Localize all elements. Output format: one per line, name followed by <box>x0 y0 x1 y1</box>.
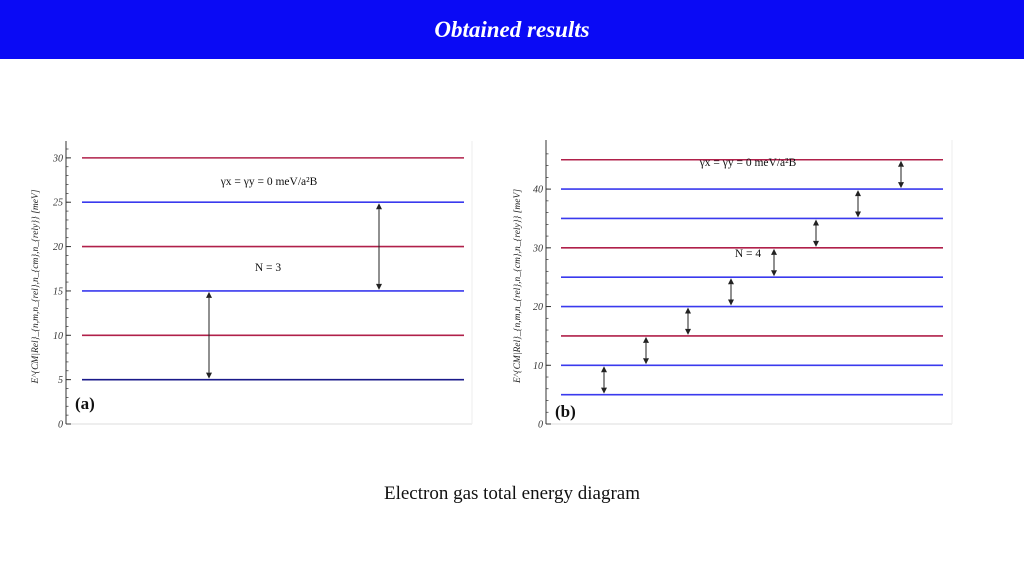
panel-b-gamma-annotation: γx = γy = 0 meV/a²B <box>699 157 797 169</box>
panel-b-arrowhead-down <box>728 299 734 306</box>
panel-b-arrowhead-down <box>898 182 904 189</box>
energy-diagram-a: 0 5 10 15 20 25 30 E^{CM|Rel}_{n,m,n_{rel},n_{c… <box>28 133 476 433</box>
panel-b-arrowhead-up <box>601 366 607 373</box>
panel-b-arrowhead-down <box>643 358 649 365</box>
panel-b-arrowhead-up <box>898 160 904 167</box>
panel-b-y-axis-label: E^{CM|Rel}_{n,m,n_{rel},n_{cm},n_{rely}}… <box>513 189 523 384</box>
panel-a-arrowhead-up <box>376 203 382 210</box>
panel-a-arrowhead-up <box>206 291 212 298</box>
panel-b-arrowhead-up <box>813 219 819 226</box>
panel-b-particle-number-label: N = 4 <box>735 248 762 260</box>
panel-b-arrowhead-down <box>813 240 819 247</box>
panel-b-y-tick-label: 10 <box>533 361 543 372</box>
panel-a-y-tick-label: 5 <box>58 375 63 386</box>
panel-b-arrowhead-up <box>685 307 691 314</box>
panel-a-y-tick-label: 20 <box>53 242 63 253</box>
panel-b-arrowhead-down <box>771 270 777 277</box>
panel-b-arrowhead-up <box>643 336 649 343</box>
panel-b-y-tick-label: 20 <box>533 302 543 313</box>
panel-a-y-axis-label: E^{CM|Rel}_{n,m,n_{rel},n_{cm},n_{rely}}… <box>31 189 41 384</box>
energy-diagram-b-plot: 0 10 20 30 40 E^{CM|Rel}_{n,m,n_{rel},n_{cm},… <box>513 140 953 431</box>
title-bar: Obtained results <box>0 0 1024 59</box>
figure-caption: Electron gas total energy diagram <box>383 483 641 504</box>
panel-b-arrowhead-down <box>855 211 861 218</box>
panel-a-y-tick-label: 30 <box>52 153 63 164</box>
panel-b-y-tick-label: 40 <box>533 185 543 196</box>
panel-a-y-tick-label: 10 <box>53 331 63 342</box>
energy-diagram-a-plot: 0 5 10 15 20 25 30 E^{CM|Rel}_{n,m,n_{rel},n_{c… <box>31 141 473 431</box>
panel-a-gamma-annotation: γx = γy = 0 meV/a²B <box>220 176 318 188</box>
panel-a-arrowhead-down <box>376 283 382 290</box>
panel-b-arrowhead-up <box>771 248 777 255</box>
energy-diagram-b: 0 10 20 30 40 E^{CM|Rel}_{n,m,n_{rel},n_{cm},… <box>510 133 956 433</box>
panel-b-arrowhead-up <box>728 278 734 285</box>
panel-b-arrowhead-down <box>601 387 607 394</box>
panel-b-y-tick-label: 30 <box>532 243 543 254</box>
panel-a-particle-number-label: N = 3 <box>255 262 282 274</box>
panel-a-y-tick-label: 0 <box>58 420 63 431</box>
panel-b-arrowhead-up <box>855 190 861 197</box>
panel-a-y-tick-label: 25 <box>53 198 63 209</box>
panel-b-arrowhead-down <box>685 328 691 335</box>
panel-a-y-tick-label: 15 <box>53 286 63 297</box>
panel-a-panel-label: (a) <box>75 394 95 413</box>
panel-b-panel-label: (b) <box>555 402 576 421</box>
panel-b-y-tick-label: 0 <box>538 420 543 431</box>
panel-a-arrowhead-down <box>206 372 212 379</box>
slide-title: Obtained results <box>434 16 590 42</box>
